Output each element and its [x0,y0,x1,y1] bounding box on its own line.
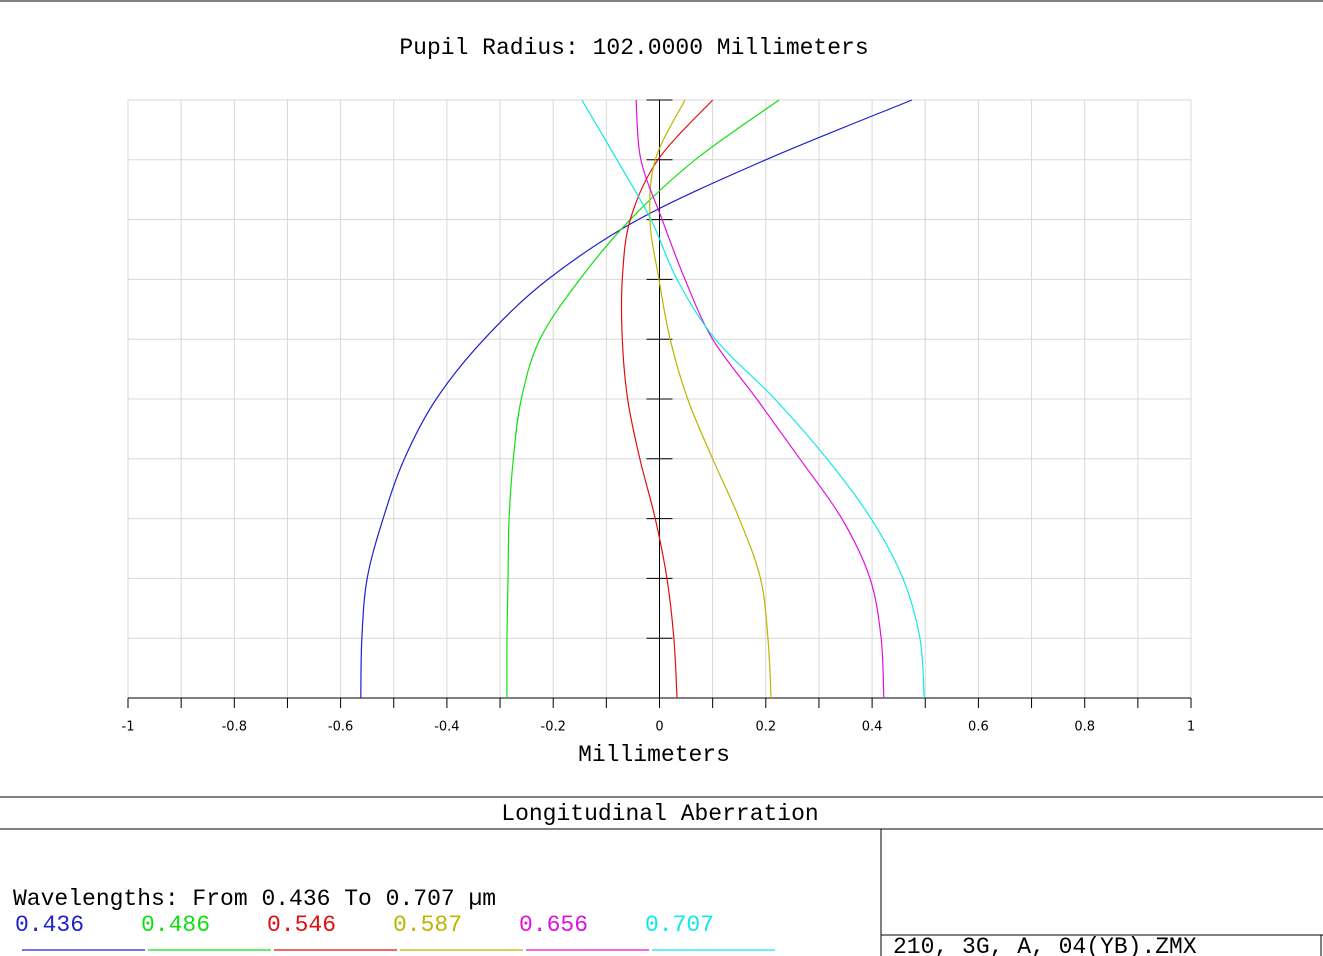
legend-label: 0.587 [393,912,462,938]
x-tick-label: -0.8 [222,720,247,735]
wavelength-note: Wavelengths: From 0.436 To 0.707 µm [13,886,496,912]
aberration-curve [635,99,885,699]
plot-name: Longitudinal Aberration [501,801,818,827]
legend-label: 0.546 [267,912,336,938]
aberration-curve [360,99,913,699]
aberration-curve [620,99,714,699]
legend-label: 0.707 [645,912,714,938]
aberration-curve [581,99,925,699]
x-tick-label: 0.6 [968,720,989,735]
x-tick-label: -1 [122,720,135,735]
x-axis-label: Millimeters [578,742,730,768]
legend-label: 0.486 [141,912,210,938]
file-name: 210, 3G, A, 04(YB).ZMX [893,934,1197,956]
x-tick-label: 0 [655,720,663,735]
aberration-curve [649,99,772,699]
x-tick-label: -0.6 [328,720,353,735]
x-tick-label: -0.4 [434,720,459,735]
legend-label: 0.436 [15,912,84,938]
chart-title: Pupil Radius: 102.0000 Millimeters [399,35,868,61]
legend-label: 0.656 [519,912,588,938]
x-tick-label: 0.8 [1074,720,1095,735]
x-tick-label: -0.2 [541,720,566,735]
x-tick-label: 1 [1187,720,1195,735]
aberration-curve [506,99,780,699]
x-tick-label: 0.2 [755,720,776,735]
x-tick-label: 0.4 [862,720,883,735]
